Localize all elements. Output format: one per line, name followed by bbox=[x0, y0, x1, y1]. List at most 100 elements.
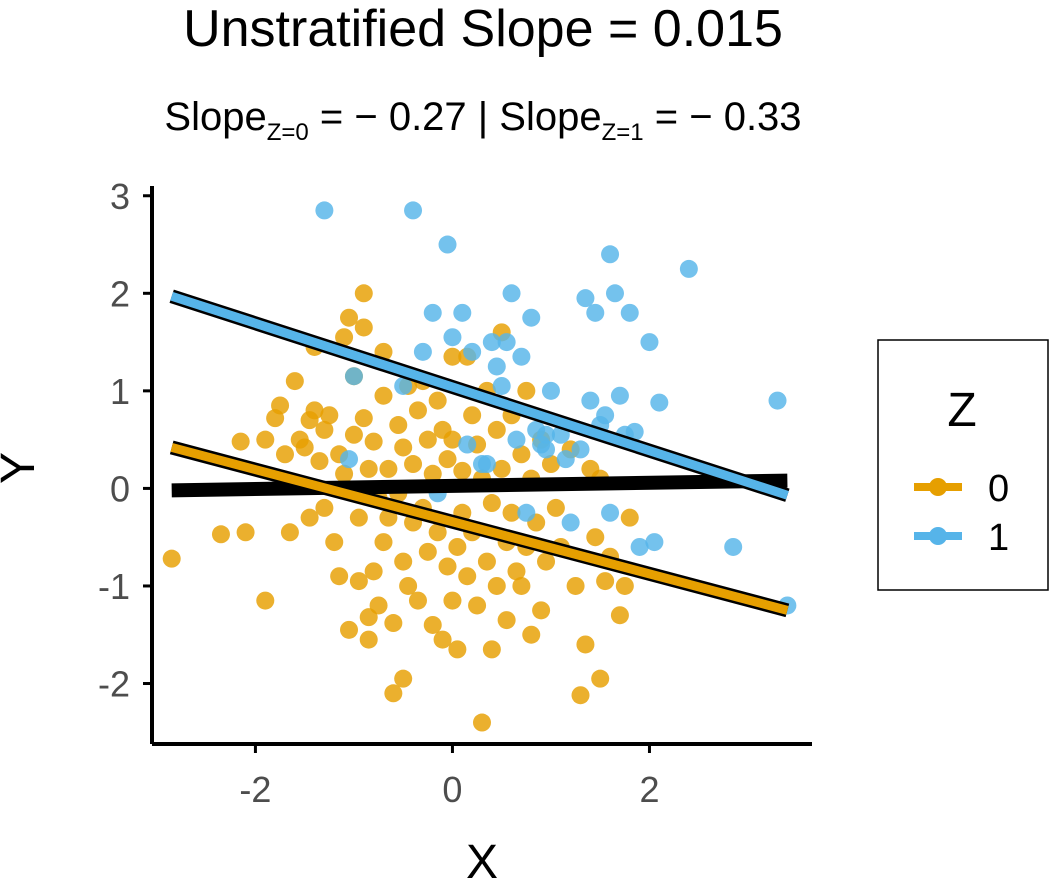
data-point-z0 bbox=[487, 420, 506, 439]
data-point-z0 bbox=[576, 635, 595, 654]
data-point-z0 bbox=[315, 498, 334, 517]
data-point-z0 bbox=[330, 567, 349, 586]
y-tick-label: 0 bbox=[110, 468, 130, 509]
data-point-z0 bbox=[236, 523, 255, 542]
data-point-z1 bbox=[768, 391, 787, 410]
data-point-z0 bbox=[566, 576, 585, 595]
y-tick-label: 2 bbox=[110, 273, 130, 314]
legend-label-1: 1 bbox=[988, 517, 1009, 559]
data-point-z0 bbox=[162, 549, 181, 568]
data-point-z0 bbox=[256, 591, 275, 610]
data-point-z0 bbox=[448, 640, 467, 659]
data-point-z1 bbox=[537, 425, 556, 444]
subtitle-part: Slope bbox=[164, 95, 266, 139]
chart-subtitle: SlopeZ=0 = − 0.27 | SlopeZ=1 = − 0.33 bbox=[164, 95, 801, 146]
data-point-z0 bbox=[394, 552, 413, 571]
x-tick-label: 2 bbox=[639, 769, 659, 810]
data-point-z0 bbox=[394, 669, 413, 688]
data-point-z0 bbox=[438, 450, 457, 469]
data-point-z1 bbox=[605, 284, 624, 303]
data-point-z0 bbox=[364, 562, 383, 581]
data-point-z1 bbox=[581, 391, 600, 410]
data-point-z1 bbox=[482, 333, 501, 352]
data-point-z0 bbox=[389, 416, 408, 435]
data-point-z1 bbox=[601, 503, 620, 522]
data-point-z0 bbox=[211, 525, 230, 544]
data-point-z1 bbox=[404, 201, 423, 220]
data-point-z0 bbox=[453, 461, 472, 480]
data-point-z0 bbox=[340, 620, 359, 639]
data-point-z0 bbox=[340, 308, 359, 327]
data-point-z0 bbox=[433, 630, 452, 649]
data-point-z0 bbox=[468, 596, 487, 615]
data-point-z0 bbox=[541, 455, 560, 474]
data-point-z0 bbox=[408, 401, 427, 420]
data-point-z0 bbox=[354, 318, 373, 337]
data-point-z0 bbox=[359, 459, 378, 478]
data-point-z0 bbox=[428, 523, 447, 542]
data-point-z0 bbox=[473, 713, 491, 732]
data-point-z0 bbox=[310, 452, 329, 471]
data-point-z1 bbox=[413, 342, 432, 361]
data-point-z0 bbox=[463, 406, 482, 425]
data-point-z0 bbox=[285, 372, 304, 391]
data-point-z1 bbox=[423, 303, 442, 322]
data-point-z0 bbox=[487, 576, 506, 595]
data-point-z1 bbox=[517, 503, 536, 522]
subtitle-part: = − 0.33 bbox=[644, 95, 802, 139]
legend-title: Z bbox=[947, 384, 976, 437]
data-point-z0 bbox=[295, 438, 314, 457]
data-point-z0 bbox=[423, 464, 442, 483]
data-point-z0 bbox=[349, 508, 368, 527]
legend-entry-0: 0 bbox=[914, 468, 1009, 510]
data-point-z0 bbox=[359, 630, 378, 649]
data-point-z0 bbox=[364, 432, 383, 451]
ticks-layer: -2 -1 0 1 2 3 -2 0 2 bbox=[98, 176, 659, 810]
data-point-z0 bbox=[586, 528, 605, 547]
data-point-z0 bbox=[502, 503, 521, 522]
data-point-z1 bbox=[487, 357, 506, 376]
data-point-z0 bbox=[512, 445, 531, 464]
x-tick-label: -2 bbox=[239, 769, 271, 810]
fit-lines-layer bbox=[169, 289, 790, 618]
data-point-z0 bbox=[315, 420, 334, 439]
data-point-z0 bbox=[271, 396, 290, 415]
data-point-z0 bbox=[408, 591, 427, 610]
data-point-z0 bbox=[546, 498, 565, 517]
y-axis-title: Y bbox=[0, 452, 45, 484]
data-point-z0 bbox=[482, 494, 501, 513]
data-point-z1 bbox=[630, 537, 649, 556]
data-point-z0 bbox=[335, 328, 354, 347]
data-point-z0 bbox=[379, 459, 398, 478]
data-point-z1 bbox=[541, 381, 560, 400]
data-point-z1 bbox=[522, 308, 541, 327]
data-point-z1 bbox=[443, 328, 462, 347]
data-point-z0 bbox=[275, 445, 294, 464]
data-point-z0 bbox=[492, 459, 511, 478]
data-point-z0 bbox=[300, 508, 319, 527]
data-point-z1 bbox=[625, 422, 644, 441]
data-point-z0 bbox=[305, 401, 324, 420]
data-point-z0 bbox=[384, 684, 403, 703]
data-point-z0 bbox=[517, 381, 536, 400]
data-point-z1 bbox=[586, 303, 605, 322]
fit-line-z1 bbox=[170, 291, 789, 500]
data-point-z0 bbox=[369, 596, 388, 615]
points-layer bbox=[162, 201, 797, 732]
data-point-z0 bbox=[522, 625, 541, 644]
data-point-z1 bbox=[463, 342, 482, 361]
x-axis-title: X bbox=[466, 836, 498, 884]
data-point-z1 bbox=[724, 537, 743, 556]
data-point-z0 bbox=[482, 640, 501, 659]
data-point-z0 bbox=[418, 542, 437, 561]
subtitle-subscript: Z=1 bbox=[602, 119, 644, 146]
data-point-z0 bbox=[537, 552, 556, 571]
data-point-z0 bbox=[354, 284, 373, 303]
data-point-z0 bbox=[344, 425, 363, 444]
data-point-z0 bbox=[448, 537, 467, 556]
fit-line-z0 bbox=[170, 443, 789, 615]
data-point-z0 bbox=[477, 552, 496, 571]
subtitle-part: = − 0.27 | Slope bbox=[309, 95, 602, 139]
data-point-z1 bbox=[576, 289, 595, 308]
